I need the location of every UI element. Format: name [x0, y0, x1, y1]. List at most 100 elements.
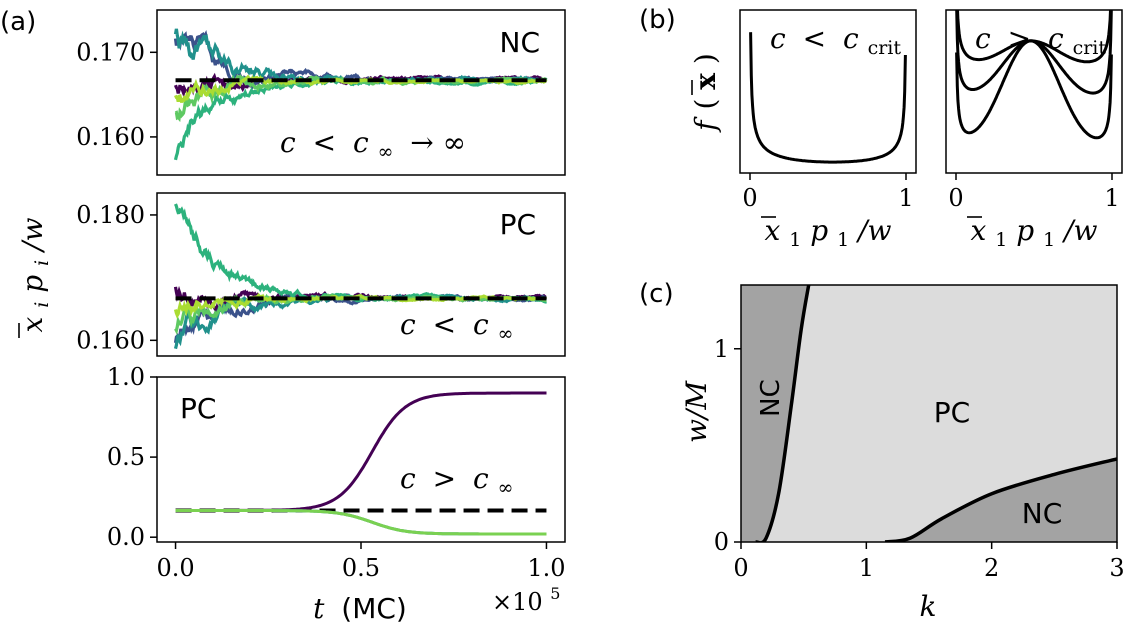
c-y-ticks: 01 — [714, 335, 741, 556]
b2-distribution-3 — [955, 39, 1113, 140]
b1-distribution-curve — [749, 32, 907, 164]
a3-xscale-base: ×10 — [492, 588, 543, 616]
a-ylabel-base: x — [16, 316, 49, 332]
b2-xlabel-tail: /w — [1061, 214, 1097, 247]
c-xtick-label: 2 — [984, 554, 999, 582]
a1-cond-op: < — [313, 126, 336, 159]
b1-xlabel-tail: /w — [855, 214, 891, 247]
b-ylabel: f ( x ) — [689, 53, 722, 133]
a3-xlabel-var: t — [313, 592, 325, 625]
c-frame — [740, 284, 1118, 543]
b2-condition: c > c crit — [975, 22, 1106, 59]
c-label-nc-right: NC — [1022, 497, 1063, 530]
a2-frame — [156, 192, 566, 357]
b-ylabel-paren-close: ) — [689, 53, 722, 64]
b2-xtick-label: 0 — [948, 184, 963, 212]
c-ytick-label: 1 — [714, 335, 729, 363]
b1-cond-sub: crit — [868, 37, 902, 59]
a-ylabel-tail: /w — [16, 218, 49, 254]
panel-label-a: (a) — [0, 7, 36, 37]
a3-xtick-label: 0.0 — [156, 554, 194, 582]
c-right-boundary — [884, 457, 1117, 542]
b1-xlabel-sub2: 1 — [837, 229, 849, 251]
b1-xtick-label: 1 — [898, 184, 913, 212]
c-left-boundary — [755, 285, 811, 542]
c-label-pc: PC — [934, 396, 970, 429]
b2-xtick-label: 1 — [1104, 184, 1119, 212]
a2-trajectory-6 — [173, 292, 547, 319]
c-label-nc-left: NC — [756, 379, 786, 417]
b1-frame — [739, 9, 917, 174]
a1-cond-sub: ∞ — [378, 141, 394, 163]
a1-cond-tail: → ∞ — [410, 126, 466, 159]
a3-xscale: ×10 5 — [492, 584, 560, 616]
a3-xscale-exp: 5 — [550, 584, 560, 603]
a3-series-group — [175, 391, 547, 536]
c-ytick-label: 0 — [714, 528, 729, 556]
a3-ytick-label: 0.0 — [107, 523, 145, 551]
a3-condition: c > c ∞ — [400, 462, 513, 499]
a3-loser-teal — [175, 509, 547, 536]
c-xtick-label: 1 — [859, 554, 874, 582]
a2-ytick-label: 0.160 — [76, 326, 145, 354]
a3-cond-op: > — [433, 462, 456, 495]
a3-cond-sym: c — [473, 462, 489, 495]
a3-cond-sub: ∞ — [498, 477, 514, 499]
c-regions — [741, 285, 1117, 542]
panel-a-middle: 0.160 0.180 PC c < c ∞ x i p i /w — [16, 192, 566, 357]
svg-text:f ( x: f ( x ) — [689, 53, 722, 133]
panel-label-b: (b) — [639, 5, 676, 35]
panel-a-bottom: 0.0 0.5 1.0 0.0 0.5 1.0 PC c > c ∞ t (MC) ×1… — [107, 363, 566, 625]
b2-curves-group — [955, 10, 1113, 140]
a3-ytick-label: 0.5 — [107, 443, 145, 471]
a2-annotation: PC — [500, 208, 536, 241]
a3-x-ticks: 0.0 0.5 1.0 — [156, 542, 566, 582]
a-ylabel: x i p i /w — [16, 218, 53, 338]
b1-cond-sym: c — [843, 22, 859, 55]
b2-xlabel-mid: p — [1016, 214, 1034, 247]
b1-xlabel: x 1 p 1 /w — [765, 214, 892, 253]
b1-xlabel-base: x — [765, 214, 781, 247]
b1-cond-lhs: c — [770, 22, 786, 55]
a1-condition: c < c ∞ → ∞ — [280, 126, 466, 165]
a-ylabel-sub2: i — [31, 260, 53, 266]
c-x-ticks: 0 1 2 3 — [733, 542, 1125, 582]
b2-cond-op: > — [1008, 22, 1031, 55]
a2-ytick-label: 0.180 — [76, 201, 145, 229]
a3-annotation: PC — [180, 392, 216, 425]
c-ylabel: w/M — [680, 380, 713, 443]
a2-cond-sym: c — [473, 308, 489, 341]
b2-cond-sym: c — [1048, 22, 1064, 55]
b2-frame — [945, 9, 1123, 174]
b2-xlabel-sub: 1 — [995, 229, 1007, 251]
panel-label-c: (c) — [639, 279, 674, 309]
b1-xtick-label: 0 — [742, 184, 757, 212]
c-region-nc-right — [885, 458, 1117, 542]
b-ylabel-paren-open: ( — [689, 99, 722, 110]
b2-cond-sub: crit — [1073, 37, 1107, 59]
a2-y-ticks: 0.160 0.180 — [76, 201, 157, 354]
a3-xtick-label: 1.0 — [527, 554, 565, 582]
panel-b-left: (b) 0 1 c < c crit f ( x ) x 1 p 1 /w — [639, 5, 917, 253]
b2-xlabel: x 1 p 1 /w — [971, 214, 1098, 253]
a1-cond-sym: c — [353, 126, 369, 159]
c-xlabel: k — [920, 590, 937, 623]
a3-ytick-label: 1.0 — [107, 363, 145, 391]
a2-cond-lhs: c — [400, 308, 416, 341]
b2-cond-lhs: c — [975, 22, 991, 55]
a1-frame — [156, 9, 566, 176]
a2-condition: c < c ∞ — [400, 308, 513, 345]
a3-xtick-label: 0.5 — [342, 554, 380, 582]
panel-a-top: (a) 0.160 0.170 NC c < c ∞ → ∞ — [0, 7, 566, 176]
a3-cond-lhs: c — [400, 462, 416, 495]
b-ylabel-base: f — [689, 116, 722, 133]
a3-xlabel: t (MC) — [313, 592, 407, 625]
b1-condition: c < c crit — [770, 22, 901, 59]
a2-trajectory-4 — [174, 203, 547, 304]
b2-xlabel-sub2: 1 — [1043, 229, 1055, 251]
c-xtick-label: 3 — [1109, 554, 1124, 582]
b1-xlabel-mid: p — [810, 214, 828, 247]
a1-ytick-label: 0.160 — [76, 123, 145, 151]
